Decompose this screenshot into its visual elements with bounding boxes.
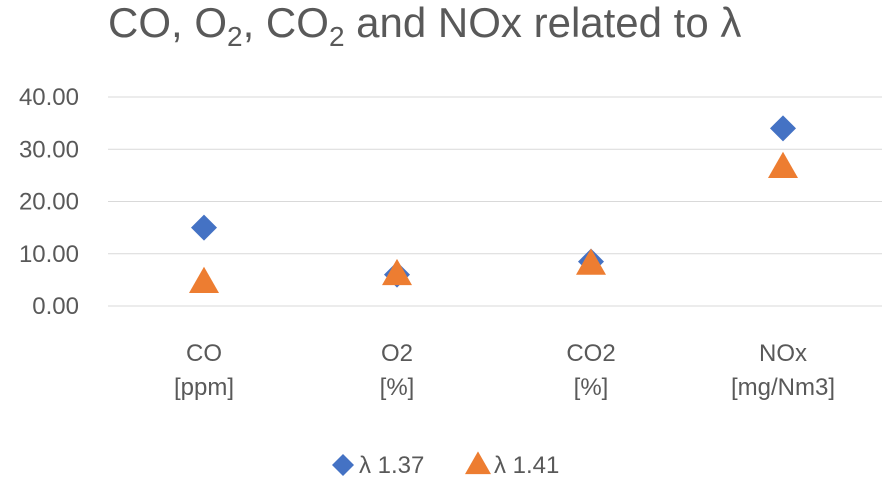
chart-title-part: and NOx related to λ [345, 0, 742, 46]
y-tick-label: 20.00 [19, 189, 79, 216]
triangle-marker [189, 266, 219, 293]
legend-label: λ 1.37 [359, 452, 424, 479]
legend-label: λ 1.41 [494, 452, 559, 479]
triangle-marker [576, 248, 606, 275]
x-category-label: [%] [380, 374, 415, 401]
x-category-label: NOx [759, 340, 807, 367]
chart-title-part: , CO [243, 0, 329, 46]
diamond-marker [191, 214, 217, 241]
legend-item: λ 1.37 [332, 452, 424, 479]
x-category-label: CO [186, 340, 222, 367]
triangle-marker [768, 151, 798, 179]
x-category-label: CO2 [566, 340, 615, 367]
series-group [189, 151, 798, 293]
x-category-label: O2 [381, 340, 413, 367]
legend-item: λ 1.41 [465, 451, 559, 479]
legend: λ 1.37 λ 1.41 [332, 451, 559, 479]
x-category-label: [mg/Nm3] [731, 374, 835, 401]
y-tick-label: 0.00 [32, 293, 79, 320]
gridlines [108, 96, 882, 307]
diamond-marker [332, 454, 354, 476]
data-series [189, 115, 798, 293]
triangle-marker [465, 451, 491, 475]
chart-title-subscript: 2 [329, 21, 345, 52]
y-tick-label: 40.00 [19, 84, 79, 111]
chart-title-part: CO, O [108, 0, 227, 46]
triangle-marker [382, 258, 412, 286]
diamond-marker [770, 115, 796, 142]
chart-title-subscript: 2 [227, 21, 243, 52]
x-category-label: [%] [574, 374, 609, 401]
chart-title: CO, O2, CO2 and NOx related to λ [108, 0, 741, 52]
y-tick-label: 10.00 [19, 241, 79, 268]
y-axis-ticks: 0.00 10.00 20.00 30.00 40.00 [19, 84, 79, 320]
y-tick-label: 30.00 [19, 136, 79, 163]
x-category-label: [ppm] [174, 374, 234, 401]
x-axis-categories: CO [ppm] O2 [%] CO2 [%] NOx [mg/Nm3] [174, 340, 835, 401]
